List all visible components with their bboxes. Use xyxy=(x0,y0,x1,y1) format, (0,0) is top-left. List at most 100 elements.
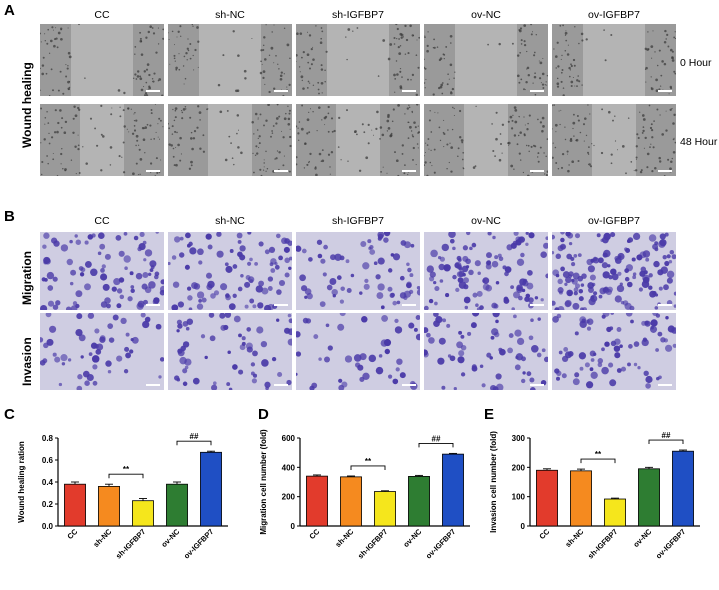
wound-image-ov-nc-0h xyxy=(424,24,548,96)
x-tick-label-ov-nc: ov-NC xyxy=(159,527,181,549)
x-tick-label-sh-nc: sh-NC xyxy=(563,527,585,549)
scale-bar xyxy=(530,90,544,92)
column-header-sh-igfbp7-b: sh-IGFBP7 xyxy=(332,215,384,227)
bar-sh-nc xyxy=(570,470,592,527)
column-header-ov-igfbp7-a: ov-IGFBP7 xyxy=(588,9,640,21)
bar-sh-igfbp7 xyxy=(374,491,396,527)
panel-letter-c: C xyxy=(4,406,15,423)
bar-sh-igfbp7 xyxy=(132,500,154,527)
bar-sh-nc xyxy=(340,476,362,527)
bar-cc xyxy=(536,469,558,527)
scale-bar xyxy=(274,90,288,92)
wound-image-sh-nc-0h xyxy=(168,24,292,96)
wound-image-ov-nc-48h xyxy=(424,104,548,176)
transwell-image-ov-igfbp7-migration xyxy=(552,232,676,310)
wound-image-ov-igfbp7-48h xyxy=(552,104,676,176)
scale-bar xyxy=(530,304,544,306)
scale-bar xyxy=(402,170,416,172)
invasion-label: Invasion xyxy=(20,337,34,386)
scale-bar xyxy=(658,90,672,92)
x-tick-label-ov-igfbp7: ov-IGFBP7 xyxy=(182,527,215,560)
x-tick-label-ov-igfbp7: ov-IGFBP7 xyxy=(424,527,457,560)
column-header-ov-igfbp7-b: ov-IGFBP7 xyxy=(588,215,640,227)
x-tick-label-cc: CC xyxy=(307,527,321,541)
significance-bracket xyxy=(418,442,454,448)
wound-image-sh-igfbp7-48h xyxy=(296,104,420,176)
y-tick-label: 300 xyxy=(512,434,526,443)
panel-letter-d: D xyxy=(258,406,269,423)
bar-ov-nc xyxy=(166,483,188,527)
bar-ov-igfbp7 xyxy=(672,450,694,527)
y-axis-label: Invasion cell number (fold) xyxy=(489,431,498,533)
scale-bar xyxy=(530,384,544,386)
wound-image-sh-igfbp7-0h xyxy=(296,24,420,96)
x-tick-label-ov-nc: ov-NC xyxy=(631,527,653,549)
bar-chart-migration: Migration cell number (fold) 0 200 400 600 CC… xyxy=(259,429,470,561)
scale-bar xyxy=(274,304,288,306)
scale-bar xyxy=(146,170,160,172)
significance-bracket xyxy=(108,473,144,479)
x-tick-label-sh-igfbp7: sh-IGFBP7 xyxy=(586,527,619,560)
significance-bracket xyxy=(648,439,684,445)
x-tick-label-ov-nc: ov-NC xyxy=(401,527,423,549)
y-tick-label: 600 xyxy=(282,434,296,443)
y-tick-label: 0.8 xyxy=(42,434,54,443)
significance-label: ## xyxy=(432,434,441,443)
y-tick-label: 0.0 xyxy=(42,522,54,531)
y-tick-label: 0.6 xyxy=(42,456,54,465)
x-tick-label-sh-nc: sh-NC xyxy=(91,527,113,549)
x-tick-label-sh-nc: sh-NC xyxy=(333,527,355,549)
column-header-sh-nc-a: sh-NC xyxy=(215,9,245,21)
y-tick-label: 200 xyxy=(512,463,526,472)
bar-chart-wound-healing: Wound healing ration 0.0 0.2 0.4 0.6 0.8 CC sh-… xyxy=(17,432,228,561)
y-tick-label: 100 xyxy=(512,493,526,502)
scale-bar xyxy=(146,304,160,306)
transwell-image-ov-igfbp7-invasion xyxy=(552,313,676,390)
wound-image-sh-nc-48h xyxy=(168,104,292,176)
migration-label: Migration xyxy=(20,251,34,305)
x-tick-label-cc: CC xyxy=(65,527,79,541)
scale-bar xyxy=(658,170,672,172)
transwell-image-ov-nc-migration xyxy=(424,232,548,310)
x-tick-label-sh-igfbp7: sh-IGFBP7 xyxy=(356,527,389,560)
bar-ov-igfbp7 xyxy=(442,453,464,527)
bar-cc xyxy=(306,475,328,527)
panel-letter-b: B xyxy=(4,208,15,225)
bar-sh-nc xyxy=(98,486,120,527)
wound-image-cc-48h xyxy=(40,104,164,176)
column-header-sh-nc-b: sh-NC xyxy=(215,215,245,227)
scale-bar xyxy=(658,304,672,306)
significance-label: ** xyxy=(365,457,372,466)
column-header-sh-igfbp7-a: sh-IGFBP7 xyxy=(332,9,384,21)
scale-bar xyxy=(146,90,160,92)
bar-sh-igfbp7 xyxy=(604,498,626,527)
significance-label: ## xyxy=(190,432,199,441)
transwell-image-sh-igfbp7-invasion xyxy=(296,313,420,390)
wound-image-cc-0h xyxy=(40,24,164,96)
panel-letter-e: E xyxy=(484,406,495,423)
scale-bar xyxy=(146,384,160,386)
scale-bar xyxy=(402,384,416,386)
y-axis-label: Migration cell number (fold) xyxy=(259,429,268,535)
transwell-image-sh-nc-migration xyxy=(168,232,292,310)
scale-bar xyxy=(402,304,416,306)
transwell-image-sh-nc-invasion xyxy=(168,313,292,390)
y-tick-label: 0 xyxy=(291,522,296,531)
transwell-image-cc-migration xyxy=(40,232,164,310)
bar-cc xyxy=(64,483,86,527)
significance-bracket xyxy=(176,440,212,446)
bar-chart-invasion: Invasion cell number (fold) 0 100 200 300 CC s… xyxy=(489,431,700,561)
significance-label: ** xyxy=(595,450,602,459)
bar-ov-igfbp7 xyxy=(200,451,222,527)
column-header-ov-nc-b: ov-NC xyxy=(471,215,501,227)
time-label-48h: 48 Hour xyxy=(680,136,718,148)
scale-bar xyxy=(402,90,416,92)
y-tick-label: 0 xyxy=(521,522,526,531)
transwell-image-sh-igfbp7-migration xyxy=(296,232,420,310)
column-header-cc-a: CC xyxy=(94,9,110,21)
x-tick-label-cc: CC xyxy=(537,527,551,541)
x-tick-label-ov-igfbp7: ov-IGFBP7 xyxy=(654,527,687,560)
significance-bracket xyxy=(350,465,386,470)
significance-label: ## xyxy=(662,431,671,440)
y-tick-label: 400 xyxy=(282,463,296,472)
